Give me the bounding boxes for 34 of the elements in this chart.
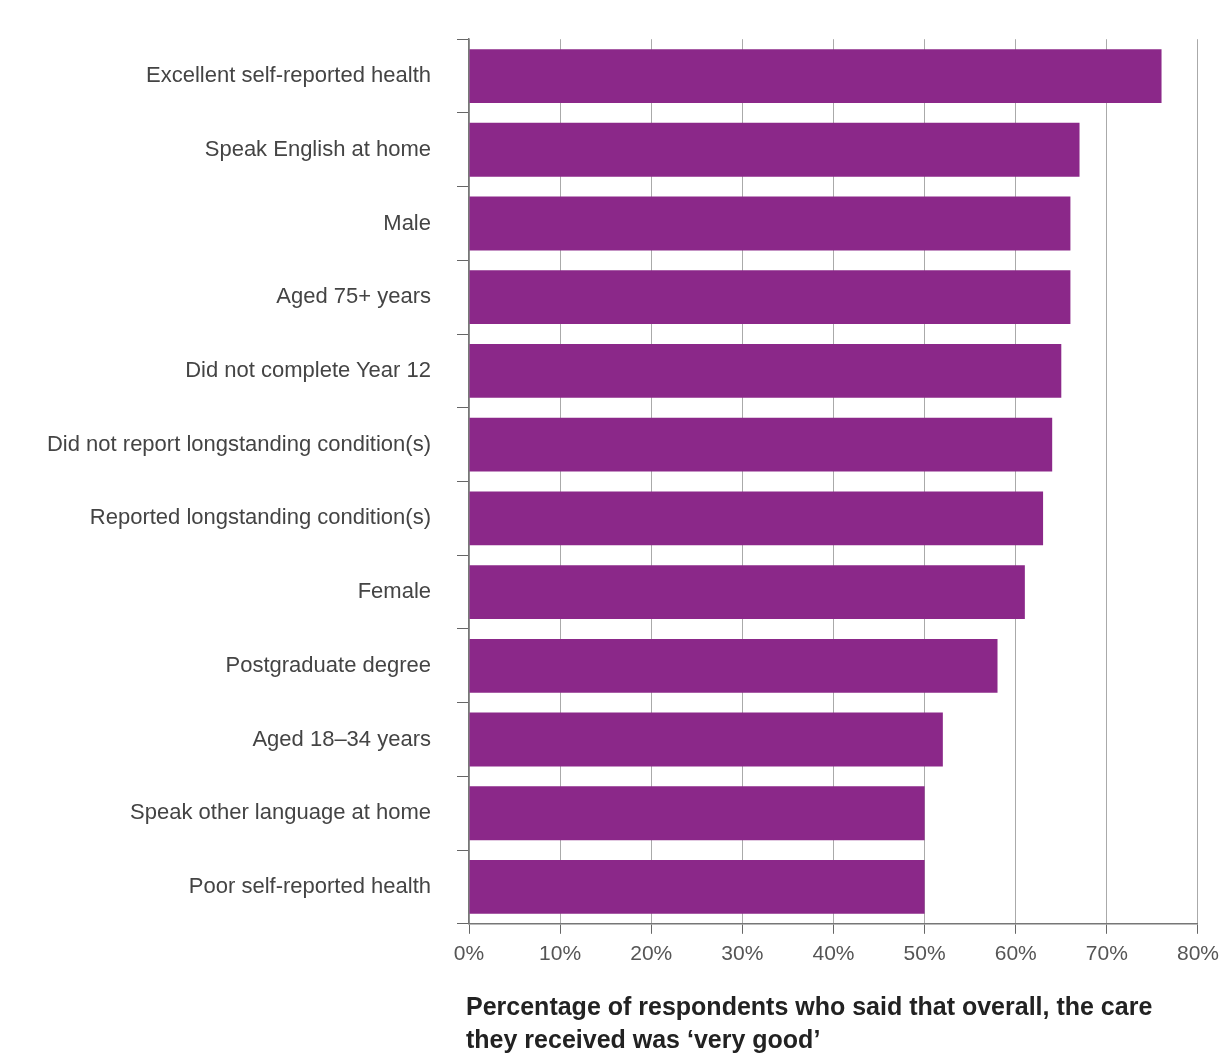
bar	[469, 860, 925, 914]
x-tick-label: 50%	[903, 941, 946, 965]
bar	[469, 565, 1025, 619]
y-tick-label: Poor self-reported health	[188, 873, 431, 898]
bar	[469, 122, 1080, 177]
x-tick-label: 20%	[630, 941, 673, 965]
x-tick-label: 80%	[1176, 941, 1219, 965]
y-tick-label: Aged 18–34 years	[252, 725, 431, 751]
bar	[469, 196, 1071, 251]
bar	[469, 712, 943, 767]
y-tick-label: Male	[383, 209, 431, 235]
x-tick-label: 40%	[812, 941, 855, 965]
bar	[469, 638, 998, 693]
y-tick-label: Aged 75+ years	[276, 283, 431, 309]
y-tick-label: Speak English at home	[204, 135, 431, 161]
y-tick-label: Did not report longstanding condition(s)	[46, 430, 431, 456]
x-tick-label: 30%	[721, 941, 764, 965]
x-tick-label: 60%	[994, 941, 1037, 965]
x-tick-label: 0%	[453, 941, 485, 965]
bar	[469, 786, 925, 841]
x-tick-label: 10%	[539, 941, 582, 965]
y-tick-label: Did not complete Year 12	[185, 356, 431, 382]
bar	[469, 491, 1044, 546]
y-tick-label: Postgraduate degree	[225, 651, 431, 677]
y-tick-label: Reported longstanding condition(s)	[89, 504, 431, 530]
y-tick-label: Speak other language at home	[130, 799, 431, 825]
bar	[469, 49, 1162, 103]
bar	[469, 417, 1053, 472]
x-tick-label: 70%	[1085, 941, 1128, 965]
y-tick-label: Excellent self-reported health	[146, 62, 431, 88]
x-axis-title: Percentage of respondents who said that overall, the care they received was ‘very good’	[466, 991, 1154, 1054]
bar	[469, 270, 1071, 325]
bar	[469, 344, 1062, 398]
y-tick-label: Female	[357, 578, 431, 604]
